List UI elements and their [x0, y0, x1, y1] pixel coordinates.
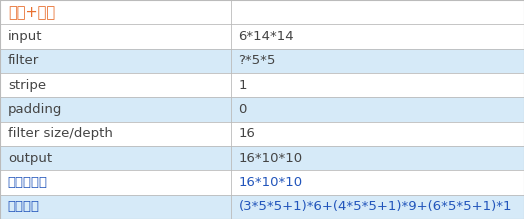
- Text: 1: 1: [238, 79, 247, 92]
- Text: 16: 16: [238, 127, 255, 140]
- Bar: [0, 73, 524, 97]
- Bar: [0, 195, 524, 219]
- Text: filter: filter: [8, 54, 39, 67]
- Text: 16*10*10: 16*10*10: [238, 152, 302, 165]
- Text: 卷积+激励: 卷积+激励: [8, 5, 55, 20]
- Text: padding: padding: [8, 103, 62, 116]
- Text: (3*5*5+1)*6+(4*5*5+1)*9+(6*5*5+1)*1: (3*5*5+1)*6+(4*5*5+1)*9+(6*5*5+1)*1: [238, 200, 512, 213]
- Text: stripe: stripe: [8, 79, 46, 92]
- Bar: [0, 97, 524, 122]
- Text: 0: 0: [238, 103, 247, 116]
- Bar: [0, 146, 524, 170]
- Text: 16*10*10: 16*10*10: [238, 176, 302, 189]
- Bar: [0, 122, 524, 146]
- Text: input: input: [8, 30, 42, 43]
- Text: 参数个数: 参数个数: [8, 200, 40, 213]
- Bar: [0, 49, 524, 73]
- Bar: [0, 0, 524, 24]
- Text: output: output: [8, 152, 52, 165]
- Bar: [0, 24, 524, 49]
- Bar: [0, 170, 524, 195]
- Text: filter size/depth: filter size/depth: [8, 127, 113, 140]
- Text: ?*5*5: ?*5*5: [238, 54, 276, 67]
- Text: 6*14*14: 6*14*14: [238, 30, 294, 43]
- Text: 神经元数目: 神经元数目: [8, 176, 48, 189]
